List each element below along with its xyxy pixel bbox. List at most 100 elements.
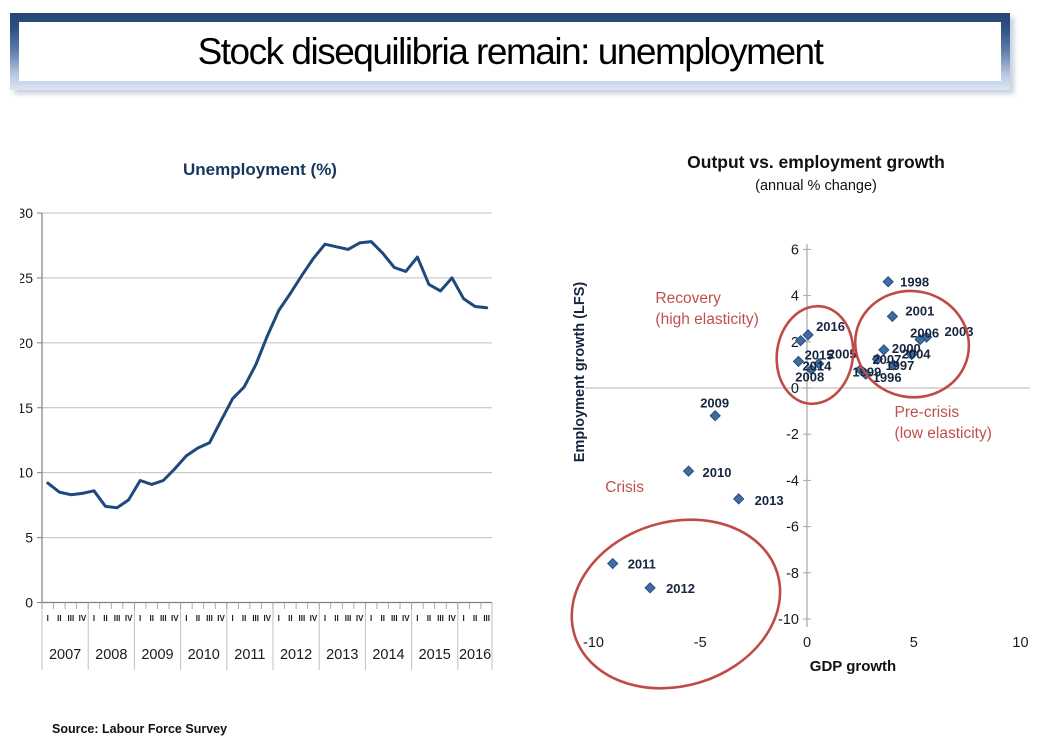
- y-tick-label: 15: [20, 400, 33, 416]
- y-tick-label: 2: [791, 335, 799, 351]
- quarter-label: I: [278, 614, 280, 623]
- unemployment-chart-title: Unemployment (%): [183, 160, 337, 179]
- data-point-label-1997: 1997: [885, 358, 914, 373]
- data-point-2014: [792, 355, 805, 368]
- quarter-label: III: [206, 614, 213, 623]
- year-label: 2010: [188, 647, 220, 663]
- data-point-2015: [794, 334, 807, 347]
- data-point-2011: [607, 557, 619, 570]
- year-label: 2015: [419, 647, 451, 663]
- scatter-ellipses: [570, 289, 971, 690]
- x-tick-label: 5: [910, 635, 918, 651]
- slide-title-box: Stock disequilibria remain: unemployment: [10, 13, 1010, 90]
- data-point-2000: [878, 344, 890, 356]
- data-point-2010: [682, 465, 695, 477]
- y-tick-label: -6: [786, 520, 799, 536]
- quarter-label: IV: [448, 614, 456, 623]
- quarter-label: III: [114, 614, 121, 623]
- scatter-x-axis-title: GDP growth: [809, 658, 897, 675]
- year-label: 2012: [280, 647, 312, 663]
- pre-crisis-ellipse: [853, 289, 971, 399]
- data-point-2009: [709, 410, 721, 422]
- quarter-label: II: [288, 614, 292, 623]
- quarter-label: II: [380, 614, 384, 623]
- y-tick-label: 10: [20, 465, 33, 481]
- data-point-2016: [802, 329, 814, 341]
- data-point-label-2004: 2004: [902, 347, 932, 362]
- data-point-2001: [886, 310, 899, 323]
- data-point-label-2005: 2005: [828, 347, 857, 362]
- year-label: 2013: [326, 647, 358, 663]
- source-note: Source: Labour Force Survey: [52, 722, 228, 736]
- x-tick-label: 10: [1012, 635, 1028, 651]
- quarter-label: I: [93, 614, 95, 623]
- quarter-label: III: [437, 614, 444, 623]
- data-point-label-2015: 2015: [805, 348, 834, 363]
- data-point-label-1999: 1999: [852, 365, 881, 380]
- x-tick-label: 0: [803, 635, 811, 651]
- data-point-label-2009: 2009: [700, 396, 729, 411]
- scatter-point-labels: 1996199719981999200020012003200420052006…: [628, 275, 974, 596]
- quarter-label: II: [149, 614, 153, 623]
- data-point-label-2007: 2007: [872, 352, 901, 367]
- data-point-label-2012: 2012: [666, 581, 695, 596]
- data-point-1998: [882, 276, 894, 288]
- data-point-label-2006: 2006: [910, 325, 939, 340]
- y-tick-label: 20: [20, 335, 33, 351]
- data-point-label-2011: 2011: [628, 557, 656, 572]
- data-point-2007: [871, 353, 884, 365]
- data-point-1997: [887, 359, 900, 371]
- x-tick-label: -5: [694, 635, 707, 651]
- data-point-2012: [644, 582, 656, 594]
- y-tick-label: 0: [791, 381, 799, 397]
- annotation-crisis: Crisis: [605, 479, 644, 496]
- unemployment-line-series: [46, 240, 489, 510]
- scatter-chart-title: Output vs. employment growth: [687, 152, 945, 172]
- data-point-2004: [905, 348, 918, 361]
- y-tick-label: -10: [778, 612, 799, 628]
- quarter-label: IV: [356, 614, 364, 623]
- data-point-label-1998: 1998: [900, 275, 929, 290]
- quarter-label: IV: [171, 614, 179, 623]
- quarter-label: II: [242, 614, 246, 623]
- quarter-label: II: [57, 614, 61, 623]
- scatter-chart-subtitle: (annual % change): [755, 178, 877, 194]
- quarter-label: III: [252, 614, 259, 623]
- quarter-label: III: [483, 614, 490, 623]
- annotation-pre-crisis: Pre-crisis (low elasticity): [895, 404, 992, 442]
- quarter-label: IV: [125, 614, 133, 623]
- slide-title: Stock disequilibria remain: unemployment: [197, 30, 824, 72]
- quarter-label: I: [139, 614, 141, 623]
- crisis-ellipse: [570, 518, 782, 690]
- quarter-label: II: [334, 614, 338, 623]
- quarter-label: III: [299, 614, 306, 623]
- data-point-label-2016: 2016: [816, 319, 845, 334]
- x-tick-label: -10: [583, 635, 604, 651]
- recovery-ellipse: [775, 304, 855, 406]
- quarter-label: II: [103, 614, 107, 623]
- scatter-points: [607, 276, 933, 594]
- data-point-label-2000: 2000: [892, 341, 921, 356]
- year-label: 2011: [234, 647, 265, 663]
- quarter-label: IV: [79, 614, 87, 623]
- y-tick-label: 4: [791, 289, 799, 305]
- y-tick-label: -2: [786, 427, 799, 443]
- data-point-2006: [914, 333, 926, 346]
- quarter-label: IV: [263, 614, 271, 623]
- annotation-recovery: Recovery (high elasticity): [655, 290, 758, 328]
- y-tick-label: 0: [25, 595, 33, 611]
- year-label: 2009: [141, 647, 173, 663]
- quarter-label: III: [345, 614, 352, 623]
- data-point-label-2008: 2008: [795, 370, 824, 385]
- quarter-label: I: [416, 614, 418, 623]
- quarter-label: II: [473, 614, 477, 623]
- y-tick-label: 6: [791, 242, 799, 258]
- slide-title-box-inner: Stock disequilibria remain: unemployment: [19, 22, 1001, 81]
- quarter-label: III: [391, 614, 398, 623]
- scatter-y-axis-title: Employment growth (LFS): [572, 281, 588, 463]
- scatter-annotations: Recovery (high elasticity) Pre-crisis (low …: [605, 290, 992, 496]
- quarter-label: IV: [217, 614, 225, 623]
- year-label: 2008: [95, 647, 127, 663]
